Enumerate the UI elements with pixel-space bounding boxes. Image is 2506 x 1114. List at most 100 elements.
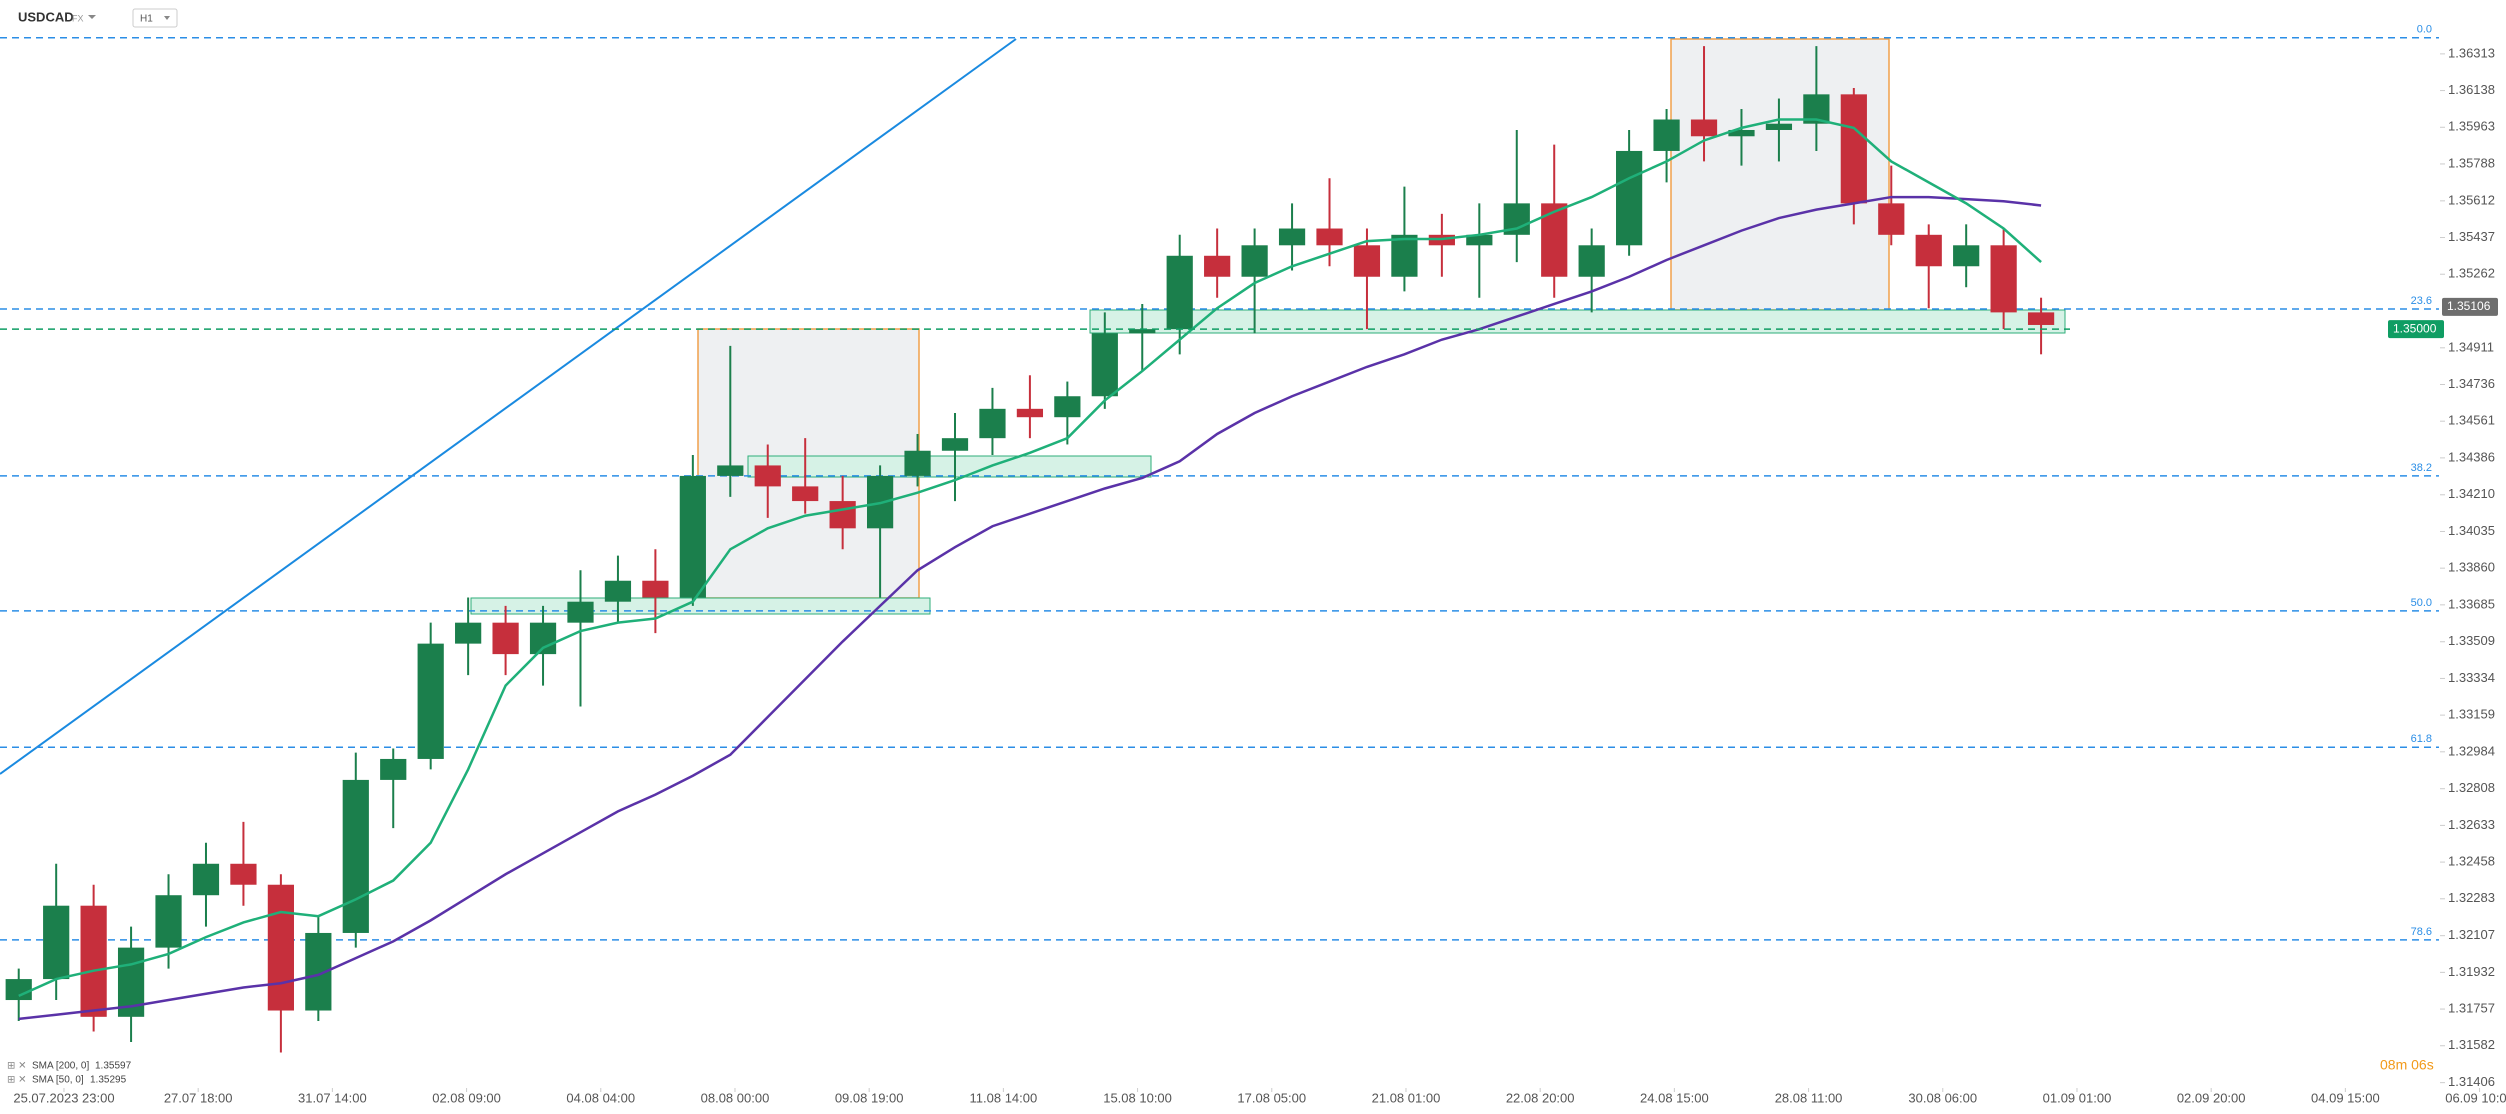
- x-tick-label: 02.09 20:00: [2177, 1090, 2246, 1105]
- legend-name: SMA [50, 0]: [32, 1075, 84, 1086]
- candle-body: [5, 979, 32, 1001]
- fib-label: 0.0: [2417, 24, 2432, 36]
- candle-body: [1728, 129, 1755, 137]
- y-tick-label: 1.34035: [2448, 523, 2495, 538]
- y-tick-label: 1.32984: [2448, 743, 2495, 758]
- candle-body: [43, 905, 70, 980]
- y-tick-label: 1.33334: [2448, 670, 2495, 685]
- x-tick-label: 27.07 18:00: [164, 1090, 233, 1105]
- legend-icons[interactable]: ⊞ ✕: [7, 1061, 27, 1072]
- y-tick-label: 1.32458: [2448, 854, 2495, 869]
- y-tick-label: 1.34386: [2448, 449, 2495, 464]
- candle-body: [2027, 312, 2055, 325]
- timeframe-select[interactable]: [132, 8, 178, 28]
- candle-body: [1878, 203, 1905, 235]
- candle-body: [192, 863, 220, 896]
- legend-icons[interactable]: ⊞ ✕: [7, 1075, 27, 1086]
- market: FX: [72, 13, 84, 23]
- y-tick-label: 1.34911: [2448, 339, 2494, 354]
- price-tag-label: 1.35000: [2393, 321, 2437, 335]
- legend-value: 1.35295: [90, 1075, 127, 1086]
- price-tag: [2388, 320, 2444, 339]
- x-tick-label: 08.08 00:00: [701, 1090, 770, 1105]
- x-tick-label: 24.08 15:00: [1640, 1090, 1709, 1105]
- y-tick-label: 1.31932: [2448, 964, 2495, 979]
- x-tick-label: 28.08 11:00: [1775, 1090, 1843, 1105]
- candle-body: [380, 758, 407, 780]
- candle-body: [455, 622, 482, 644]
- y-tick-label: 1.32107: [2448, 927, 2495, 942]
- legend-value: 1.35597: [95, 1061, 132, 1072]
- price-tag-label: 1.35106: [2447, 299, 2491, 313]
- x-tick-label: 22.08 20:00: [1506, 1090, 1575, 1105]
- candle-body: [1204, 255, 1231, 277]
- y-tick-label: 1.35788: [2448, 155, 2495, 170]
- fib-label: 61.8: [2411, 733, 2432, 745]
- y-tick-label: 1.32808: [2448, 780, 2495, 795]
- x-tick-label: 09.08 19:00: [835, 1090, 904, 1105]
- candle-body: [567, 601, 594, 623]
- x-tick-label: 31.07 14:00: [298, 1090, 367, 1105]
- candle-body: [1578, 245, 1605, 277]
- x-tick-label: 21.08 01:00: [1372, 1090, 1441, 1105]
- candle-body: [604, 580, 632, 602]
- sma-line: [18, 195, 2042, 1021]
- y-tick-label: 1.35262: [2448, 266, 2495, 281]
- fib-label: 50.0: [2411, 597, 2432, 609]
- support-zone: [1089, 309, 2066, 334]
- y-tick-label: 1.35437: [2448, 229, 2495, 244]
- candle-body: [1278, 228, 1306, 246]
- candle-body: [1016, 408, 1044, 418]
- candle-body: [155, 895, 182, 948]
- timeframe-arrow: [164, 16, 170, 20]
- candle-body: [1915, 234, 1942, 267]
- candle-body: [904, 450, 931, 476]
- symbol-dropdown[interactable]: [88, 15, 96, 19]
- y-tick-label: 1.33685: [2448, 596, 2495, 611]
- candle-body: [80, 905, 107, 1017]
- timeframe: H1: [140, 14, 153, 25]
- candle-body: [1054, 396, 1081, 418]
- plot: 0.0 23.6 38.2 50.0 61.8 78.6: [0, 24, 2439, 1053]
- candle-body: [1653, 119, 1680, 151]
- price-tag: [2442, 297, 2498, 316]
- fib-label: 38.2: [2411, 462, 2432, 474]
- candle-body: [1241, 245, 1268, 277]
- candle-body: [829, 501, 856, 529]
- x-tick-label: 30.08 06:00: [1908, 1090, 1977, 1105]
- x-tick-label: 04.09 15:00: [2311, 1090, 2380, 1105]
- candle-body: [342, 779, 369, 933]
- candle-body: [642, 580, 669, 598]
- candle-body: [1616, 150, 1643, 246]
- symbol: USDCAD: [18, 9, 74, 24]
- candle-body: [792, 486, 819, 502]
- x-tick-label: 15.08 10:00: [1103, 1090, 1172, 1105]
- candle-body: [1765, 123, 1793, 130]
- x-tick-label: 06.09 10:00: [2445, 1090, 2506, 1105]
- candle-body: [1541, 203, 1568, 277]
- y-tick-label: 1.32283: [2448, 890, 2495, 905]
- x-tick-label: 02.08 09:00: [432, 1090, 501, 1105]
- candle-body: [1091, 333, 1118, 397]
- y-tick-label: 1.31582: [2448, 1037, 2495, 1052]
- trend-line: [0, 38, 1017, 775]
- y-tick-label: 1.33159: [2448, 707, 2495, 722]
- candle-body: [230, 863, 257, 885]
- candle-body: [1316, 228, 1343, 246]
- candle-body: [1690, 119, 1718, 137]
- candle-body: [1466, 234, 1493, 246]
- legend-name: SMA [200, 0]: [32, 1061, 89, 1072]
- y-tick-label: 1.34210: [2448, 486, 2495, 501]
- candle-body: [1129, 329, 1156, 334]
- candle-body: [1391, 234, 1418, 277]
- candle-body: [717, 465, 744, 476]
- candle-body: [1990, 245, 2017, 313]
- y-tick-label: 1.36138: [2448, 82, 2495, 97]
- candle-body: [1353, 245, 1381, 277]
- x-tick-label: 04.08 04:00: [566, 1090, 635, 1105]
- candle-body: [1840, 94, 1867, 204]
- candle-body: [979, 408, 1006, 439]
- x-tick-label: 25.07.2023 23:00: [13, 1090, 114, 1105]
- countdown: 08m 06s: [2380, 1057, 2434, 1073]
